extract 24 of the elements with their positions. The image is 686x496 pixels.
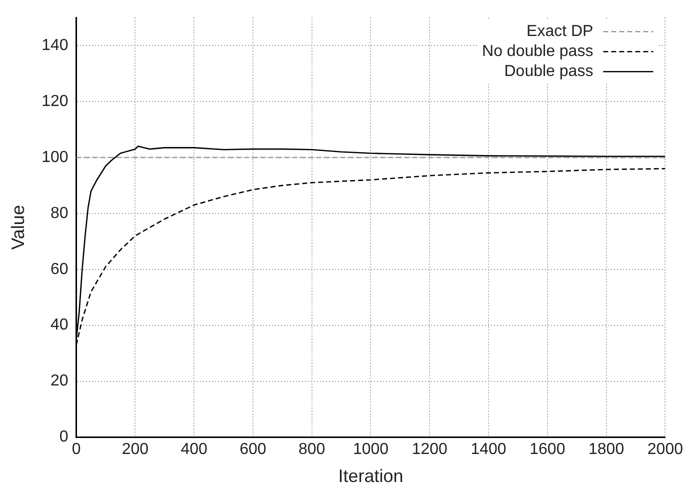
x-tick-label: 1600 bbox=[530, 441, 566, 458]
x-tick-label: 1400 bbox=[470, 441, 506, 458]
legend-label: Exact DP bbox=[526, 23, 594, 40]
y-tick-label: 60 bbox=[50, 260, 68, 278]
y-tick-label: 120 bbox=[42, 92, 68, 110]
y-tick-label: 20 bbox=[50, 372, 68, 390]
y-tick-label: 40 bbox=[50, 316, 68, 334]
x-tick-label: 1800 bbox=[588, 441, 624, 458]
x-tick-label: 800 bbox=[298, 441, 326, 458]
legend-label: No double pass bbox=[482, 43, 594, 60]
x-tick-label: 1000 bbox=[352, 441, 389, 458]
y-tick-label: 100 bbox=[42, 148, 68, 166]
x-tick-label: 0 bbox=[72, 441, 81, 458]
y-tick-label: 80 bbox=[50, 204, 68, 222]
x-tick-label: 200 bbox=[122, 441, 149, 458]
y-tick-label: 0 bbox=[59, 428, 68, 446]
x-tick-label: 400 bbox=[180, 441, 208, 458]
x-tick-label: 600 bbox=[240, 441, 266, 458]
legend-label: Double pass bbox=[504, 63, 594, 80]
y-tick-label: 140 bbox=[42, 36, 68, 54]
x-axis-title: Iteration bbox=[338, 466, 404, 486]
y-axis-title: Value bbox=[8, 205, 28, 250]
x-tick-label: 1200 bbox=[412, 441, 448, 458]
x-tick-label: 2000 bbox=[647, 441, 684, 458]
